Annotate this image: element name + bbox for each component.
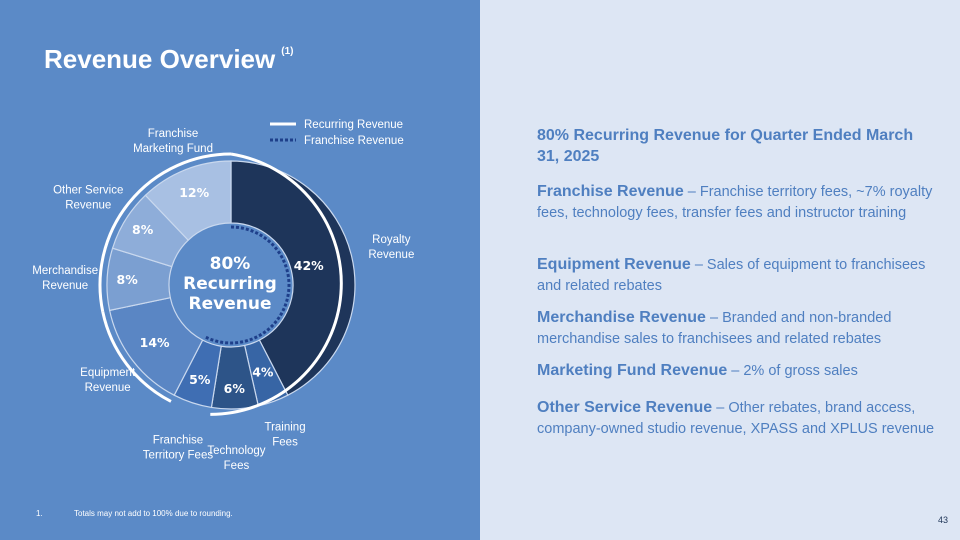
category-label-franchise-marketing-fund: Franchise Marketing Fund: [133, 128, 213, 155]
other-service-revenue-text: – Other rebates, brand access, company-o…: [537, 400, 935, 437]
pct-label-merchandise-revenue: 8%: [117, 272, 139, 287]
franchise-revenue-heading: Franchise Revenue: [537, 183, 684, 200]
center-label-line: Revenue: [189, 294, 272, 314]
category-label-equipment-revenue: Equipment Revenue: [80, 367, 136, 394]
equipment-revenue-heading: Equipment Revenue: [537, 256, 691, 273]
revenue-donut-chart: Recurring Revenue Franchise Revenue 42% 4…: [32, 119, 414, 472]
category-label-line: Revenue: [368, 249, 414, 261]
legend-franchise-label: Franchise Revenue: [304, 135, 404, 147]
equipment-revenue-text: – Sales of equipment to franchisees and …: [537, 257, 926, 294]
category-label-line: Technology: [207, 445, 265, 457]
recurring-revenue-headline: 80% Recurring Revenue for Quarter Ended …: [537, 127, 914, 165]
pct-label-equipment-revenue: 14%: [140, 335, 170, 350]
category-label-line: Revenue: [65, 199, 111, 211]
center-label-line: 80%: [210, 254, 251, 274]
footnote-text: Totals may not add to 100% due to roundi…: [74, 509, 233, 518]
category-label-line: Training: [264, 421, 305, 433]
category-label-line: Other Service: [53, 184, 123, 196]
category-label-line: Fees: [272, 436, 298, 448]
category-label-other-service-revenue: Other Service Revenue: [53, 184, 123, 211]
other-service-revenue-description: Other Service Revenue – Other rebates, b…: [537, 397, 937, 440]
recurring-revenue-arc-equipment: [101, 311, 172, 403]
category-label-line: Revenue: [42, 280, 88, 292]
category-label-line: Fees: [224, 460, 250, 472]
category-label-line: Franchise: [153, 435, 204, 447]
category-label-line: Merchandise: [32, 265, 98, 277]
category-label-technology-fees: Technology Fees: [207, 445, 265, 472]
merchandise-revenue-heading: Merchandise Revenue: [537, 309, 706, 326]
category-label-line: Equipment: [80, 367, 136, 379]
page-number: 43: [937, 515, 948, 525]
category-label-training-fees: Training Fees: [264, 421, 305, 448]
marketing-fund-revenue-heading: Marketing Fund Revenue: [537, 362, 728, 379]
pct-label-other-service-revenue: 8%: [132, 222, 154, 237]
other-service-revenue-heading: Other Service Revenue: [537, 399, 713, 416]
franchise-revenue-description: Franchise Revenue – Franchise territory …: [537, 181, 937, 224]
footnote-number: 1.: [36, 509, 43, 518]
page-title: Revenue Overview (1): [44, 44, 294, 74]
legend-recurring-label: Recurring Revenue: [304, 119, 403, 131]
category-label-line: Marketing Fund: [133, 143, 213, 155]
merchandise-revenue-description: Merchandise Revenue – Branded and non-br…: [537, 307, 937, 350]
equipment-revenue-description: Equipment Revenue – Sales of equipment t…: [537, 254, 937, 297]
pct-label-training-fees: 4%: [252, 364, 274, 379]
right-panel: [480, 0, 960, 540]
merchandise-revenue-text: – Branded and non-branded merchandise sa…: [537, 310, 892, 347]
category-label-franchise-territory-fees: Franchise Territory Fees: [143, 435, 214, 462]
title-footnote-marker: (1): [281, 46, 294, 57]
category-label-merchandise-revenue: Merchandise Revenue: [32, 265, 98, 292]
footnote: 1. Totals may not add to 100% due to roun…: [36, 509, 233, 518]
left-panel: [0, 0, 480, 540]
chart-legend: Recurring Revenue Franchise Revenue: [270, 119, 404, 147]
pct-label-technology-fees: 6%: [224, 381, 246, 396]
recurring-revenue-arc-royalty-side: [210, 152, 343, 416]
slice-franchise-marketing-fund: [144, 160, 232, 241]
category-label-line: Franchise: [148, 128, 199, 140]
franchise-revenue-arc: [203, 225, 291, 345]
pct-label-franchise-territory-fees: 5%: [189, 372, 211, 387]
marketing-fund-revenue-text: – 2% of gross sales: [727, 363, 858, 379]
franchise-revenue-text: – Franchise territory fees, ~7% royalty …: [537, 184, 933, 221]
pct-label-franchise-marketing-fund: 12%: [179, 185, 209, 200]
recurring-revenue-arc-other-side: [98, 152, 231, 313]
category-label-line: Revenue: [85, 382, 131, 394]
marketing-fund-revenue-description: Marketing Fund Revenue – 2% of gross sal…: [537, 360, 937, 382]
pct-label-royalty-revenue: 42%: [294, 258, 324, 273]
category-label-royalty-revenue: Royalty Revenue: [368, 234, 414, 261]
center-label-line: Recurring: [183, 274, 277, 294]
category-label-line: Territory Fees: [143, 450, 214, 462]
category-label-line: Royalty: [372, 234, 411, 246]
